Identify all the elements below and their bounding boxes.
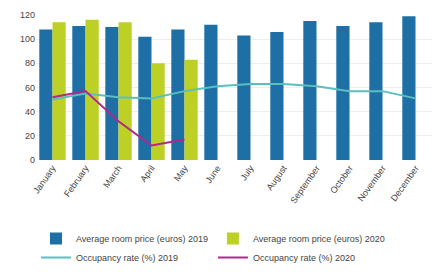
svg-text:March: March	[101, 163, 124, 189]
svg-text:100: 100	[20, 34, 35, 44]
svg-text:July: July	[238, 163, 256, 182]
svg-text:April: April	[138, 163, 157, 183]
svg-text:August: August	[265, 163, 290, 192]
svg-text:November: November	[356, 163, 388, 203]
svg-text:Occupancy rate (%) 2020: Occupancy rate (%) 2020	[253, 253, 355, 263]
svg-text:December: December	[389, 163, 421, 203]
svg-text:October: October	[328, 163, 355, 195]
svg-text:Occupancy rate (%) 2019: Occupancy rate (%) 2019	[76, 253, 178, 263]
svg-text:40: 40	[25, 107, 35, 117]
svg-text:May: May	[172, 163, 190, 183]
svg-text:Average room price (euros) 201: Average room price (euros) 2019	[76, 234, 208, 244]
svg-text:20: 20	[25, 131, 35, 141]
svg-text:80: 80	[25, 58, 35, 68]
svg-text:February: February	[62, 163, 91, 199]
svg-text:120: 120	[20, 10, 35, 20]
svg-text:60: 60	[25, 83, 35, 93]
svg-text:0: 0	[30, 155, 35, 165]
svg-text:September: September	[288, 163, 321, 205]
svg-text:January: January	[31, 163, 58, 195]
svg-text:June: June	[203, 163, 222, 185]
svg-text:Average room price (euros) 202: Average room price (euros) 2020	[253, 234, 385, 244]
